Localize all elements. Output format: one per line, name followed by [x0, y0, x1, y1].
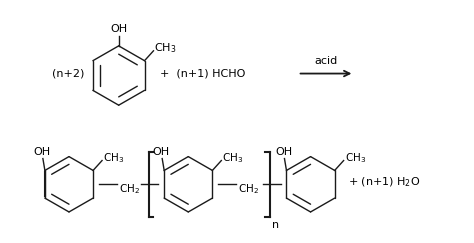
Text: OH: OH: [153, 147, 170, 156]
Text: OH: OH: [275, 147, 292, 156]
Text: + (n+1) H$_2$O: + (n+1) H$_2$O: [348, 175, 421, 189]
Text: CH$_3$: CH$_3$: [345, 152, 366, 165]
Text: acid: acid: [314, 56, 337, 66]
Text: +  (n+1) HCHO: + (n+1) HCHO: [161, 69, 246, 78]
Text: (n+2): (n+2): [52, 69, 84, 78]
Text: CH$_2$: CH$_2$: [238, 182, 259, 196]
Text: OH: OH: [33, 147, 50, 156]
Text: OH: OH: [110, 24, 127, 34]
Text: CH$_2$: CH$_2$: [118, 182, 140, 196]
Text: CH$_3$: CH$_3$: [222, 152, 244, 165]
Text: CH$_3$: CH$_3$: [155, 41, 177, 55]
Text: CH$_3$: CH$_3$: [103, 152, 124, 165]
Text: n: n: [272, 220, 279, 230]
